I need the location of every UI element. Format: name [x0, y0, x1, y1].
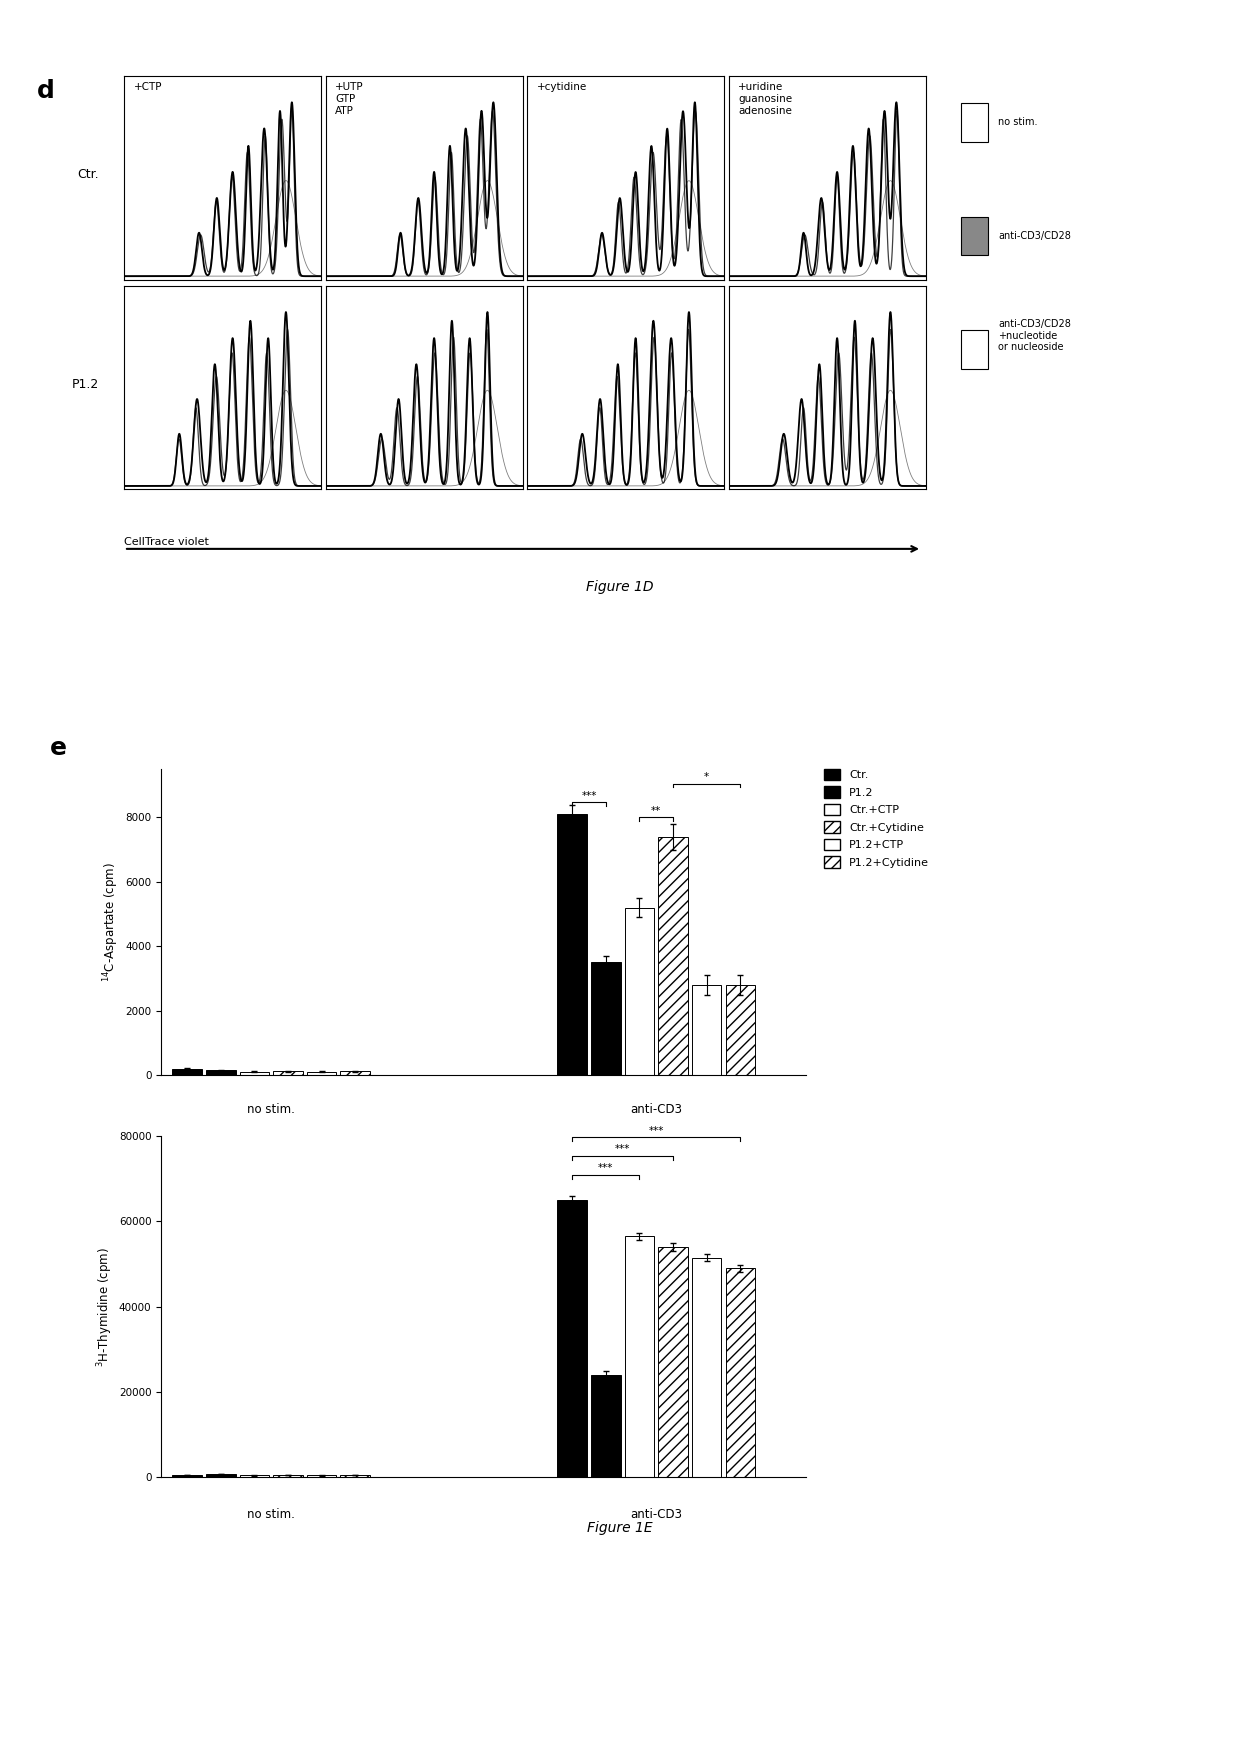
Bar	[172, 1068, 202, 1075]
Text: no stim.: no stim.	[998, 117, 1038, 128]
Text: +uridine
guanosine
adenosine: +uridine guanosine adenosine	[738, 82, 792, 115]
Bar	[273, 1475, 303, 1477]
Text: d: d	[37, 79, 55, 103]
Bar	[692, 1257, 722, 1477]
Text: +cytidine: +cytidine	[537, 82, 587, 93]
Text: anti-CD3/CD28: anti-CD3/CD28	[998, 231, 1071, 241]
Text: Figure 1D: Figure 1D	[587, 580, 653, 594]
Bar	[658, 1246, 688, 1477]
Bar	[625, 1236, 655, 1477]
Bar	[658, 837, 688, 1075]
Text: +UTP
GTP
ATP: +UTP GTP ATP	[335, 82, 365, 115]
Bar	[558, 1201, 587, 1477]
Bar	[591, 963, 621, 1075]
Text: anti-CD3: anti-CD3	[630, 1103, 682, 1115]
Legend: Ctr., P1.2, Ctr.+CTP, Ctr.+Cytidine, P1.2+CTP, P1.2+Cytidine: Ctr., P1.2, Ctr.+CTP, Ctr.+Cytidine, P1.…	[825, 769, 929, 867]
Text: Ctr.: Ctr.	[78, 168, 99, 182]
Text: P1.2: P1.2	[72, 378, 99, 392]
Y-axis label: $^{3}$H-Thymidine (cpm): $^{3}$H-Thymidine (cpm)	[95, 1246, 114, 1367]
Text: e: e	[50, 736, 67, 760]
Text: **: **	[651, 806, 661, 816]
Bar	[341, 1475, 370, 1477]
Text: ***: ***	[582, 790, 596, 801]
Text: anti-CD3/CD28
+nucleotide
or nucleoside: anti-CD3/CD28 +nucleotide or nucleoside	[998, 320, 1071, 351]
Bar	[591, 1374, 621, 1477]
Bar	[273, 1072, 303, 1075]
Text: ***: ***	[615, 1145, 630, 1154]
Text: ***: ***	[598, 1162, 614, 1173]
Bar	[206, 1474, 236, 1477]
Text: no stim.: no stim.	[247, 1103, 295, 1115]
Text: *: *	[704, 773, 709, 783]
Bar	[692, 984, 722, 1075]
Bar	[306, 1072, 336, 1075]
Bar	[725, 1269, 755, 1477]
Bar	[239, 1072, 269, 1075]
Text: CellTrace violet: CellTrace violet	[124, 537, 208, 547]
Bar	[625, 907, 655, 1075]
Bar	[206, 1070, 236, 1075]
Text: no stim.: no stim.	[247, 1509, 295, 1521]
Bar	[341, 1072, 370, 1075]
Text: +CTP: +CTP	[134, 82, 162, 93]
Bar	[725, 984, 755, 1075]
Y-axis label: $^{14}$C-Aspartate (cpm): $^{14}$C-Aspartate (cpm)	[102, 862, 122, 982]
Bar	[558, 815, 587, 1075]
Bar	[172, 1475, 202, 1477]
Text: ***: ***	[649, 1126, 663, 1136]
Text: anti-CD3: anti-CD3	[630, 1509, 682, 1521]
Text: Figure 1E: Figure 1E	[588, 1521, 652, 1535]
